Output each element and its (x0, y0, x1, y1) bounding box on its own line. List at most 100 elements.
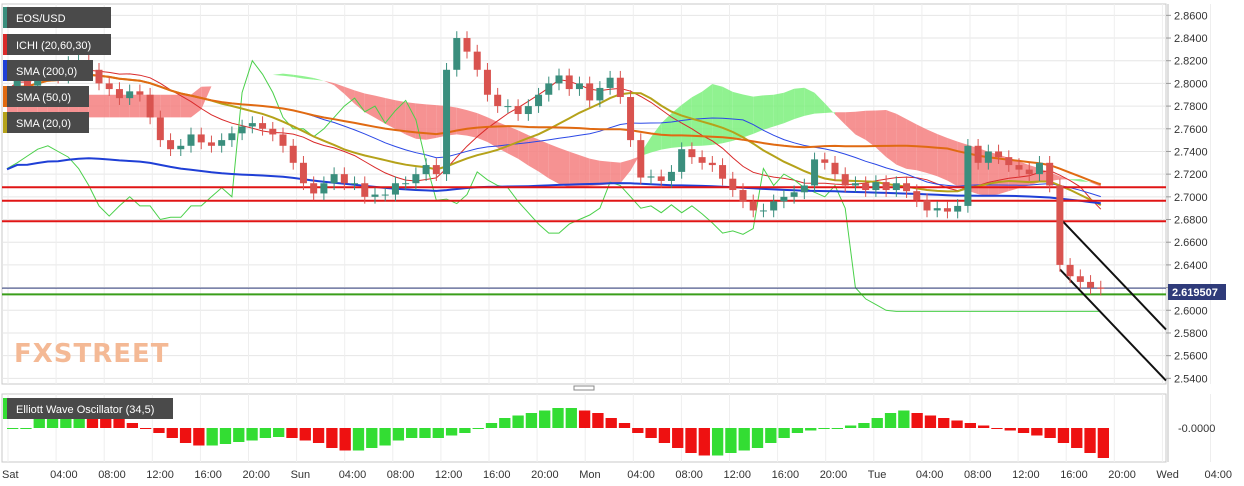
candle-body (688, 149, 696, 158)
price-tick-label: 2.7600 (1174, 124, 1208, 136)
grid (1, 3, 1211, 463)
candle-body (841, 174, 849, 186)
ichimoku-cloud (7, 73, 1101, 197)
time-tick-label: 12:00 (146, 469, 174, 481)
candle-body (1076, 276, 1084, 282)
ewo-bar (20, 428, 32, 429)
ewo-bar (951, 420, 963, 428)
candle-body (647, 176, 655, 178)
ewo-bar (86, 410, 99, 428)
time-tick-label: 20:00 (820, 469, 848, 481)
panel-splitter-handle (573, 385, 595, 391)
cloud-segment (191, 86, 202, 118)
price-tick-label: 2.6400 (1174, 260, 1208, 272)
candle-body (954, 205, 962, 212)
candle-body (892, 183, 900, 191)
ewo-bar (419, 428, 431, 438)
cloud-segment (599, 160, 611, 186)
candle-body (964, 145, 972, 206)
ewo-bar (592, 413, 604, 428)
cloud-segment (651, 123, 662, 153)
ewo-bar (552, 408, 564, 428)
cloud-segment (375, 95, 386, 124)
candle-body (167, 140, 175, 150)
candle-body (770, 201, 778, 211)
cloud-segment (456, 107, 467, 136)
ewo-bar (166, 428, 178, 438)
ewo-bar (1057, 428, 1070, 443)
candle-body (739, 190, 747, 202)
price-tick-label: 2.7000 (1174, 192, 1208, 204)
ewo-bar (858, 423, 870, 428)
legend-item-sma20[interactable]: SMA (20,0) (3, 112, 89, 133)
indicator-lines (6, 59, 1102, 312)
ewo-bar (1097, 428, 1109, 458)
cloud-segment (579, 155, 590, 188)
legend-item-ichi[interactable]: ICHI (20,60,30) (3, 34, 111, 55)
ewo-bar (459, 428, 471, 433)
cloud-segment (1080, 178, 1091, 183)
candle-body (831, 162, 839, 175)
candle-body (381, 194, 389, 196)
cloud-segment (487, 117, 498, 148)
ewo-bar (645, 428, 657, 438)
channel-lower-line (1059, 268, 1167, 382)
cloud-segment (272, 73, 283, 76)
candle-body (606, 77, 614, 88)
candle-body (473, 51, 481, 70)
legend-item-sma200[interactable]: SMA (200,0) (3, 60, 93, 81)
time-tick-label: 04:00 (916, 469, 944, 481)
candle-body (422, 165, 430, 175)
legend-item-sma50[interactable]: SMA (50,0) (3, 86, 89, 107)
ewo-bar (33, 418, 45, 428)
ewo-bar (286, 428, 298, 438)
candle-body (678, 149, 686, 172)
ewo-bar (1084, 428, 1096, 453)
candle-body (923, 200, 931, 211)
ewo-bar (791, 428, 804, 433)
ewo-bar (991, 428, 1003, 429)
legend-item-symbol[interactable]: EOS/USD (3, 7, 111, 28)
cloud-segment (405, 102, 416, 139)
ewo-bar (7, 428, 19, 429)
cloud-segment (538, 139, 549, 179)
time-tick-label: 04:00 (627, 469, 655, 481)
cloud-segment (753, 95, 764, 134)
candle-body (524, 106, 532, 115)
candle-body (637, 140, 645, 178)
candle-body (483, 69, 491, 95)
cloud-segment (589, 158, 600, 187)
ewo-bar (339, 428, 351, 451)
ewo-bar (352, 428, 365, 451)
ewo-bar (366, 428, 378, 448)
candle-body (351, 183, 359, 185)
candle-body (259, 123, 267, 129)
candle-body (811, 159, 819, 186)
cloud-segment (835, 112, 846, 125)
cloud-segment (160, 94, 171, 118)
cloud-segment (99, 94, 110, 118)
legend-item-ewo[interactable]: Elliott Wave Oscillator (34,5) (3, 398, 173, 419)
candle-body (453, 38, 461, 70)
price-tick-label: 2.5800 (1174, 328, 1208, 340)
candle-body (1097, 287, 1105, 289)
candle-body (1005, 157, 1013, 166)
cloud-segment (814, 92, 825, 114)
ewo-bar (485, 423, 498, 428)
ewo-bar (273, 428, 285, 437)
candle-body (719, 165, 727, 179)
candle-body (105, 83, 113, 90)
candle-body (565, 75, 573, 90)
cloud-segment (743, 94, 754, 138)
candle-body (1056, 185, 1064, 265)
candle-body (361, 183, 369, 197)
candle-body (187, 134, 195, 146)
cloud-segment (906, 119, 917, 171)
candle-body (248, 123, 256, 127)
chikou-line (6, 59, 1101, 312)
cloud-segment (507, 126, 519, 159)
cloud-segment (794, 87, 805, 120)
candle-body (657, 176, 665, 181)
sma50-line (6, 73, 1102, 186)
